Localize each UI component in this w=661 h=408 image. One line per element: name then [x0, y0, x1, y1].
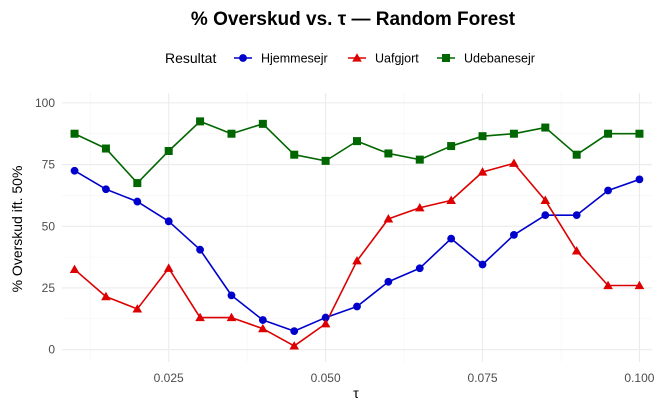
y-tick-label: 25: [42, 281, 56, 295]
data-point-hjemmesejr: [196, 245, 204, 254]
data-point-hjemmesejr: [164, 217, 173, 226]
data-point-hjemmesejr: [415, 264, 424, 273]
data-point-hjemmesejr: [102, 185, 110, 194]
data-point-udebanesejr: [478, 132, 487, 141]
data-point-uafgjort: [383, 214, 394, 223]
data-point-hjemmesejr: [133, 197, 142, 206]
legend-key-marker: [442, 54, 450, 62]
data-point-hjemmesejr: [258, 316, 267, 324]
data-point-udebanesejr: [447, 142, 456, 151]
data-point-uafgjort: [446, 195, 456, 204]
data-point-hjemmesejr: [353, 302, 361, 311]
legend-label: Uafgjort: [375, 52, 419, 66]
data-point-uafgjort: [289, 341, 300, 350]
data-point-uafgjort: [634, 280, 645, 290]
legend-key-marker: [239, 54, 247, 62]
x-tick-label: 0.100: [624, 371, 654, 385]
data-point-hjemmesejr: [478, 260, 487, 269]
legend-key-marker: [352, 53, 362, 62]
y-tick-label: 0: [48, 343, 55, 357]
grid-major: [62, 93, 652, 362]
y-axis-ticks: 0 25 50 75 100: [35, 96, 55, 357]
data-point-uafgjort: [132, 304, 143, 313]
data-point-udebanesejr: [415, 155, 424, 164]
data-point-hjemmesejr: [541, 211, 550, 220]
grid-minor: [62, 93, 652, 362]
data-point-hjemmesejr: [290, 327, 299, 336]
data-point-uafgjort: [477, 167, 488, 176]
y-tick-label: 75: [42, 158, 56, 172]
data-point-hjemmesejr: [572, 211, 581, 220]
series-lines: [74, 120, 640, 347]
x-axis-label: τ: [353, 385, 359, 401]
data-point-udebanesejr: [384, 149, 393, 158]
x-axis-ticks: 0.025 0.050 0.075 0.100: [154, 371, 655, 385]
legend-item-udebanesejr: Udebanesejr: [437, 52, 535, 66]
data-point-hjemmesejr: [604, 186, 612, 195]
legend: Resultat Hjemmesejr Uafgjort Udebanesejr: [165, 50, 535, 66]
data-point-uafgjort: [226, 312, 237, 322]
data-point-hjemmesejr: [635, 175, 644, 184]
data-point-udebanesejr: [321, 156, 330, 165]
y-tick-label: 50: [42, 219, 56, 233]
legend-title: Resultat: [165, 50, 216, 66]
data-point-uafgjort: [195, 312, 205, 322]
legend-item-hjemmesejr: Hjemmesejr: [234, 52, 328, 66]
data-point-udebanesejr: [604, 129, 613, 138]
x-tick-label: 0.050: [311, 371, 341, 385]
series-line-udebanesejr: [74, 120, 640, 184]
data-point-uafgjort: [352, 256, 362, 265]
data-point-hjemmesejr: [384, 277, 393, 286]
data-point-udebanesejr: [290, 150, 299, 159]
chart-title: % Overskud vs. τ — Random Forest: [191, 9, 516, 30]
data-point-uafgjort: [258, 323, 268, 333]
y-tick-label: 100: [35, 96, 55, 110]
data-point-udebanesejr: [258, 119, 267, 128]
legend-label: Udebanesejr: [464, 52, 535, 66]
data-point-udebanesejr: [164, 146, 173, 155]
data-point-uafgjort: [603, 280, 613, 290]
data-point-udebanesejr: [101, 144, 110, 153]
data-point-udebanesejr: [353, 137, 361, 146]
data-point-uafgjort: [69, 264, 80, 274]
x-tick-label: 0.025: [154, 371, 184, 385]
data-point-udebanesejr: [572, 150, 581, 159]
data-point-uafgjort: [571, 246, 582, 255]
series-points: [69, 117, 645, 350]
data-point-hjemmesejr: [510, 231, 518, 239]
data-point-udebanesejr: [133, 179, 142, 188]
y-axis-label: % Overskud ift. 50%: [9, 166, 25, 293]
data-point-uafgjort: [320, 318, 331, 328]
data-point-udebanesejr: [635, 129, 644, 138]
data-point-udebanesejr: [541, 123, 550, 132]
data-point-udebanesejr: [509, 129, 518, 138]
data-point-hjemmesejr: [70, 166, 79, 175]
plot-area: [62, 93, 652, 362]
data-point-hjemmesejr: [321, 313, 330, 322]
data-point-uafgjort: [414, 202, 425, 212]
data-point-uafgjort: [509, 158, 519, 167]
data-point-udebanesejr: [227, 129, 236, 138]
data-point-udebanesejr: [196, 117, 205, 126]
data-point-uafgjort: [540, 195, 551, 204]
data-point-hjemmesejr: [227, 291, 236, 300]
legend-label: Hjemmesejr: [261, 52, 328, 66]
data-point-uafgjort: [101, 291, 111, 301]
x-tick-label: 0.075: [468, 371, 498, 385]
data-point-udebanesejr: [70, 129, 79, 138]
legend-item-uafgjort: Uafgjort: [348, 52, 419, 66]
data-point-uafgjort: [163, 263, 174, 272]
data-point-hjemmesejr: [447, 234, 456, 243]
